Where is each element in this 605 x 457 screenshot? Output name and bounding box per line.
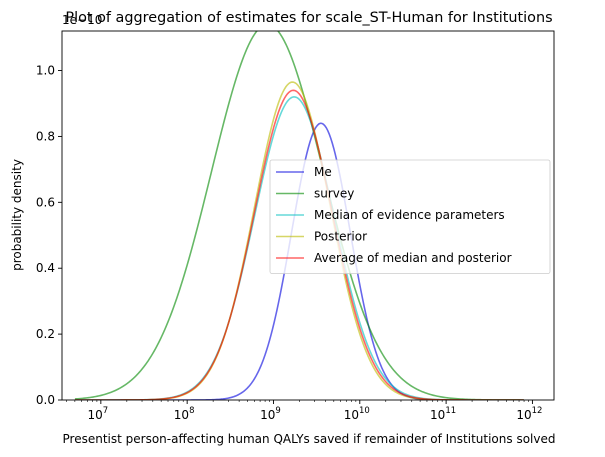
y-axis-label: probability density — [10, 159, 24, 271]
x-tick-label-0: 107 — [87, 406, 108, 422]
y-tick-label-1: 0.2 — [36, 327, 55, 341]
x-tick-label-1: 108 — [174, 406, 195, 422]
y-tick-label-5: 1.0 — [36, 64, 55, 78]
legend-label-4: Average of median and posterior — [314, 251, 512, 265]
chart-title: Plot of aggregation of estimates for sca… — [65, 10, 552, 26]
y-tick-label-2: 0.4 — [36, 261, 55, 275]
series-line-1 — [74, 31, 524, 400]
y-tick-label-3: 0.6 — [36, 195, 55, 209]
y-tick-label-0: 0.0 — [36, 393, 55, 407]
legend-label-2: Median of evidence parameters — [314, 208, 505, 222]
y-tick-label-4: 0.8 — [36, 129, 55, 143]
x-tick-label-5: 1012 — [516, 406, 542, 422]
x-tick-label-2: 109 — [260, 406, 281, 422]
x-axis-label: Presentist person-affecting human QALYs … — [63, 432, 556, 446]
plot-area: 107 108 109 1010 1011 1012 0.0 0.2 0.4 0.6 0.8 1.0 M… — [36, 30, 555, 422]
y-offset-text: 1e−10 — [62, 13, 102, 27]
x-tick-label-3: 1010 — [344, 406, 370, 422]
legend-label-0: Me — [314, 165, 332, 179]
legend-box — [269, 159, 551, 274]
legend-label-1: survey — [314, 187, 354, 201]
x-tick-label-4: 1011 — [430, 406, 456, 422]
axes-frame — [61, 30, 555, 401]
legend-label-3: Posterior — [314, 230, 367, 244]
